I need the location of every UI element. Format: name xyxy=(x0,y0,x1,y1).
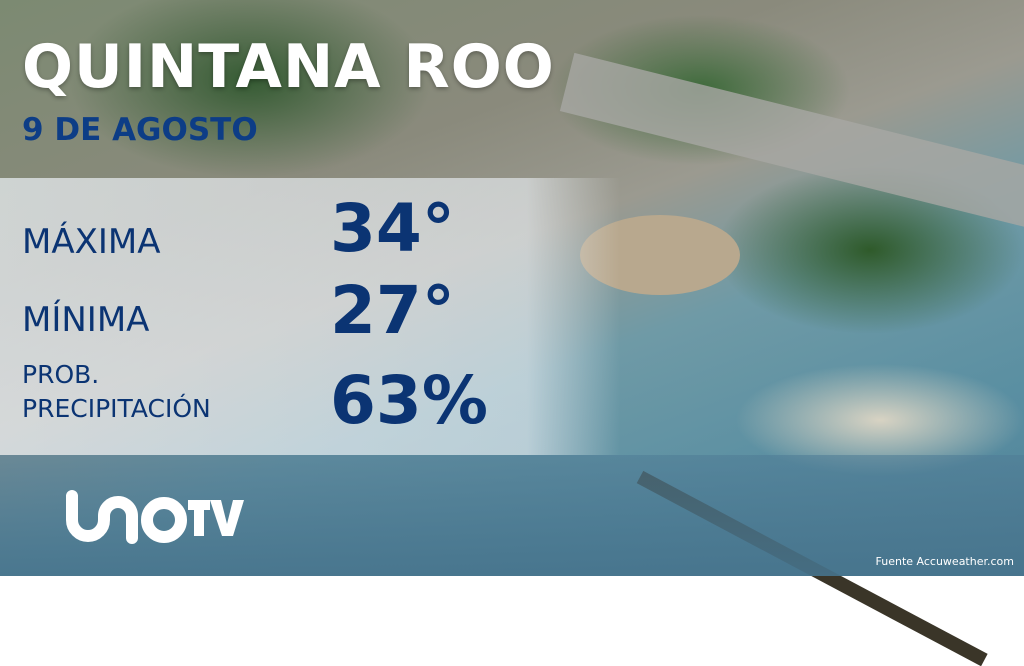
page-title: QUINTANA ROO xyxy=(22,32,555,102)
min-label: MÍNIMA xyxy=(22,300,150,340)
max-label: MÁXIMA xyxy=(22,222,161,262)
unotv-logo-icon xyxy=(66,490,244,544)
source-credit: Fuente Accuweather.com xyxy=(875,555,1014,568)
max-value: 34° xyxy=(330,190,455,267)
date-label: 9 DE AGOSTO xyxy=(22,112,258,148)
forecast-panel xyxy=(0,178,620,455)
water-band xyxy=(0,455,1024,576)
min-value: 27° xyxy=(330,272,455,349)
precip-label-line1: PROB. xyxy=(22,360,100,389)
unotv-logo xyxy=(64,488,244,548)
precip-value: 63% xyxy=(330,362,488,439)
precip-label-line2: PRECIPITACIÓN xyxy=(22,394,211,423)
